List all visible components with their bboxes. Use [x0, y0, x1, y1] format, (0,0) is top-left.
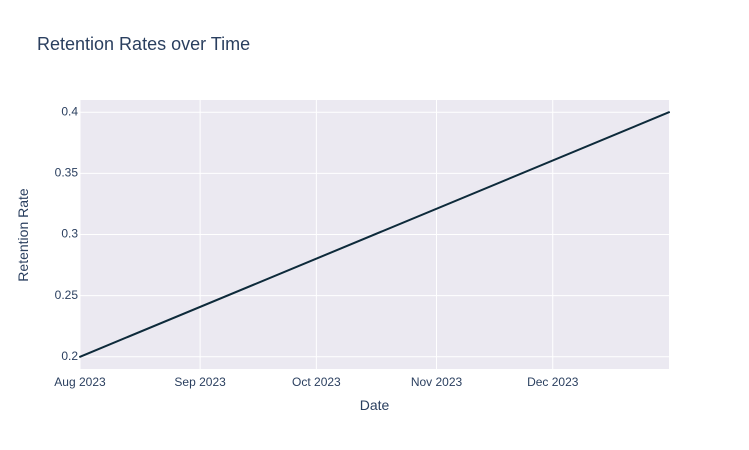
chart-title: Retention Rates over Time [37, 34, 250, 54]
y-tick-label-2: 0.3 [61, 227, 78, 241]
y-tick-label-1: 0.25 [55, 288, 79, 302]
x-tick-label-3: Nov 2023 [411, 375, 463, 389]
x-tick-label-2: Oct 2023 [292, 375, 341, 389]
x-tick-label-1: Sep 2023 [174, 375, 226, 389]
y-tick-label-0: 0.2 [61, 349, 78, 363]
y-axis-title: Retention Rate [15, 188, 31, 282]
y-tick-label-4: 0.4 [61, 104, 78, 118]
x-axis-title: Date [360, 397, 390, 413]
y-tick-label-3: 0.35 [55, 166, 79, 180]
x-tick-label-0: Aug 2023 [54, 375, 106, 389]
x-tick-label-4: Dec 2023 [527, 375, 579, 389]
series-line-0 [79, 111, 670, 358]
plot-area: Aug 2023 Sep 2023 Oct 2023 Nov 2023 Dec 2023… [54, 100, 670, 389]
